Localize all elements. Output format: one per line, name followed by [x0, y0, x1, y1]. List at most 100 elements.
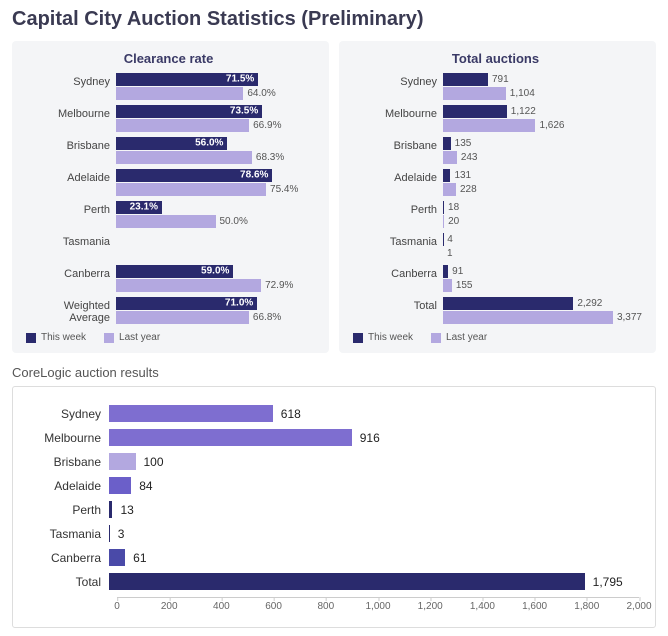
bar-value: 18 [448, 202, 459, 213]
bar-value: 50.0% [220, 216, 248, 227]
bar-this-week: 73.5% [116, 105, 262, 118]
bar-last-year [116, 119, 249, 132]
bar-last-year [443, 151, 457, 164]
row-label: Brisbane [29, 455, 109, 469]
row-label: Canberra [22, 264, 116, 280]
bar-value: 4 [447, 234, 453, 245]
axis-tick: 1,200 [418, 601, 443, 612]
clearance-row: Melbourne73.5%66.9% [22, 104, 315, 132]
page-title: Capital City Auction Statistics (Prelimi… [12, 8, 656, 31]
clearance-row: Perth 23.1% 50.0% [22, 200, 315, 228]
auctions-row: Perth1820 [349, 200, 642, 228]
bar-last-year [116, 151, 252, 164]
bar-value: 59.0% [201, 266, 229, 277]
bar-value: 23.1% [130, 202, 158, 213]
bar-value: 243 [461, 152, 478, 163]
axis-tick: 1,000 [365, 601, 390, 612]
bar-value: 791 [492, 74, 509, 85]
bar-this-week: 23.1% [116, 201, 162, 214]
bar-last-year [443, 311, 613, 324]
results-bar [109, 453, 136, 470]
axis-tick: 0 [114, 601, 120, 612]
axis-tick: 600 [265, 601, 282, 612]
clearance-row: Canberra59.0%72.9% [22, 264, 315, 292]
bar-this-week [443, 265, 448, 278]
bar-this-week: 71.0% [116, 297, 257, 310]
clearance-rate-card: Clearance rate Sydney71.5%64.0% Melbourne… [12, 41, 329, 353]
clearance-row: Sydney71.5%64.0% [22, 72, 315, 100]
bar-this-week [443, 105, 507, 118]
axis-tick: 1,600 [522, 601, 547, 612]
bar-value: 56.0% [195, 138, 223, 149]
bar-last-year [443, 183, 456, 196]
row-label: Tasmania [349, 232, 443, 248]
bar-value: 135 [455, 138, 472, 149]
row-label: Sydney [29, 407, 109, 421]
top-charts-row: Clearance rate Sydney71.5%64.0% Melbourne… [12, 41, 656, 353]
auctions-row: Total2,2923,377 [349, 296, 642, 324]
results-row: Adelaide84 [29, 477, 639, 494]
bar-value: 75.4% [270, 184, 298, 195]
bar-value: 78.6% [240, 170, 268, 181]
legend-this-week: This week [368, 332, 413, 343]
results-title: CoreLogic auction results [12, 365, 656, 380]
results-bar [109, 501, 112, 518]
bar-last-year [443, 119, 535, 132]
bar-value: 155 [456, 280, 473, 291]
row-label: Melbourne [29, 431, 109, 445]
row-label: Perth [22, 200, 116, 216]
bar-this-week [443, 201, 444, 214]
axis-tick: 1,400 [470, 601, 495, 612]
row-label: Brisbane [349, 136, 443, 152]
bar-last-year [443, 87, 506, 100]
results-row: Total1,795 [29, 573, 639, 590]
bar-value: 1,122 [511, 106, 536, 117]
bar-last-year [116, 215, 216, 228]
clearance-row: Weighted Average71.0% 66.8% [22, 296, 315, 324]
bar-value: 3 [118, 527, 125, 541]
bar-value: 1,626 [539, 120, 564, 131]
results-bar [109, 429, 352, 446]
bar-value: 84 [139, 479, 152, 493]
row-label: Melbourne [349, 104, 443, 120]
bar-this-week: 71.5% [116, 73, 258, 86]
auctions-row: Adelaide131228 [349, 168, 642, 196]
auctions-row: Brisbane 135 243 [349, 136, 642, 164]
bar-value: 100 [144, 455, 164, 469]
bar-value: 3,377 [617, 312, 642, 323]
clearance-title: Clearance rate [22, 51, 315, 66]
legend-this-week: This week [41, 332, 86, 343]
bar-value: 71.5% [226, 74, 254, 85]
bar-value: 228 [460, 184, 477, 195]
row-label: Adelaide [22, 168, 116, 184]
row-label: Canberra [349, 264, 443, 280]
results-bar [109, 549, 125, 566]
bar-value: 68.3% [256, 152, 284, 163]
row-label: Perth [29, 503, 109, 517]
axis-tick: 400 [213, 601, 230, 612]
bar-value: 2,292 [577, 298, 602, 309]
results-bar [109, 405, 273, 422]
row-label: Brisbane [22, 136, 116, 152]
results-bar [109, 477, 131, 494]
bar-value: 66.8% [253, 312, 281, 323]
clearance-legend: This week Last year [22, 332, 315, 343]
bar-value: 61 [133, 551, 146, 565]
row-label: Canberra [29, 551, 109, 565]
bar-value: 13 [120, 503, 133, 517]
bar-this-week [443, 73, 488, 86]
legend-last-year: Last year [446, 332, 487, 343]
results-bar [109, 525, 110, 542]
bar-last-year [116, 183, 266, 196]
bar-value: 73.5% [230, 106, 258, 117]
axis-tick: 200 [161, 601, 178, 612]
bar-last-year [443, 215, 444, 228]
auctions-row: Tasmania41 [349, 232, 642, 260]
bar-last-year [116, 279, 261, 292]
bar-last-year [443, 279, 452, 292]
clearance-row: Adelaide 78.6%75.4% [22, 168, 315, 196]
bar-value: 91 [452, 266, 463, 277]
bar-this-week: 78.6% [116, 169, 272, 182]
row-label: Weighted Average [22, 296, 116, 324]
auctions-row: Canberra 91 155 [349, 264, 642, 292]
